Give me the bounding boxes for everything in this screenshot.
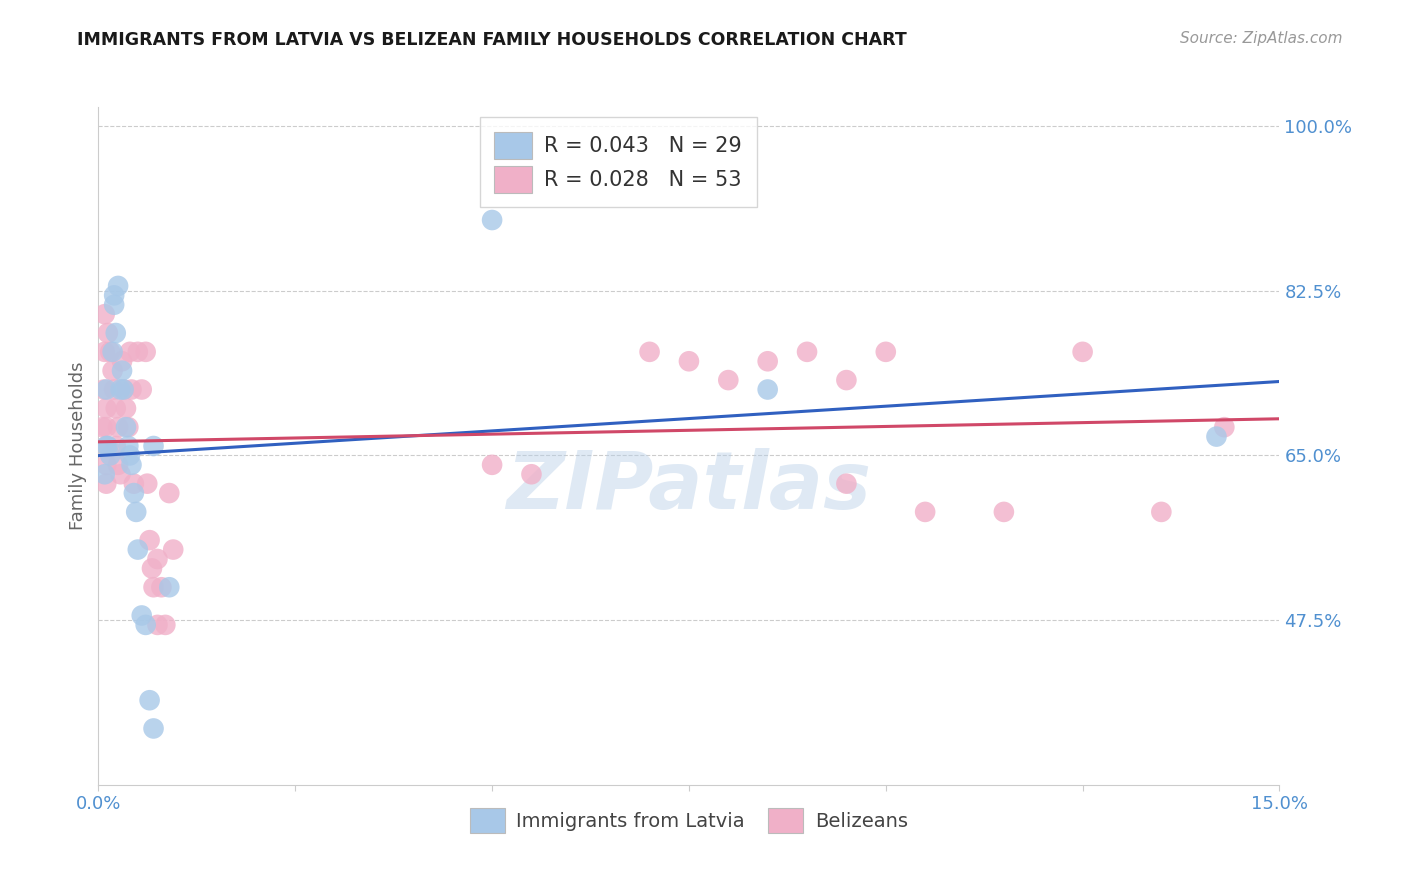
Point	[142, 439, 165, 453]
Point	[146, 552, 169, 566]
Point	[796, 344, 818, 359]
Point	[104, 439, 127, 453]
Point	[914, 505, 936, 519]
Point	[96, 420, 118, 434]
Point	[118, 449, 141, 463]
Point	[121, 458, 143, 472]
Point	[481, 213, 503, 227]
Text: IMMIGRANTS FROM LATVIA VS BELIZEAN FAMILY HOUSEHOLDS CORRELATION CHART: IMMIGRANTS FROM LATVIA VS BELIZEAN FAMIL…	[77, 31, 907, 49]
Point	[135, 344, 157, 359]
Point	[131, 608, 153, 623]
Point	[115, 401, 138, 416]
Point	[96, 476, 118, 491]
Point	[678, 354, 700, 368]
Point	[97, 326, 120, 340]
Point	[481, 458, 503, 472]
Point	[107, 458, 129, 472]
Point	[104, 401, 127, 416]
Point	[115, 420, 138, 434]
Point	[127, 542, 149, 557]
Point	[97, 439, 120, 453]
Point	[135, 618, 157, 632]
Point	[125, 505, 148, 519]
Point	[112, 383, 135, 397]
Point	[756, 383, 779, 397]
Point	[96, 383, 118, 397]
Point	[101, 364, 124, 378]
Point	[96, 458, 118, 472]
Point	[110, 383, 132, 397]
Point	[117, 420, 139, 434]
Point	[638, 344, 661, 359]
Point	[121, 383, 143, 397]
Point	[101, 344, 124, 359]
Point	[142, 580, 165, 594]
Legend: Immigrants from Latvia, Belizeans: Immigrants from Latvia, Belizeans	[460, 798, 918, 843]
Point	[122, 486, 145, 500]
Point	[103, 298, 125, 312]
Point	[1150, 505, 1173, 519]
Point	[91, 420, 114, 434]
Point	[93, 383, 115, 397]
Text: Source: ZipAtlas.com: Source: ZipAtlas.com	[1180, 31, 1343, 46]
Point	[1205, 429, 1227, 443]
Point	[93, 307, 115, 321]
Point	[157, 486, 180, 500]
Point	[138, 533, 160, 548]
Point	[1213, 420, 1236, 434]
Point	[162, 542, 184, 557]
Point	[136, 476, 159, 491]
Point	[98, 344, 121, 359]
Point	[756, 354, 779, 368]
Point	[142, 722, 165, 736]
Point	[155, 618, 177, 632]
Point	[520, 467, 543, 482]
Point	[96, 439, 118, 453]
Point	[103, 288, 125, 302]
Point	[112, 383, 135, 397]
Point	[122, 476, 145, 491]
Point	[118, 344, 141, 359]
Point	[98, 449, 121, 463]
Point	[157, 580, 180, 594]
Point	[111, 364, 134, 378]
Point	[127, 344, 149, 359]
Point	[717, 373, 740, 387]
Point	[96, 439, 118, 453]
Point	[96, 401, 118, 416]
Point	[111, 354, 134, 368]
Point	[141, 561, 163, 575]
Point	[993, 505, 1015, 519]
Point	[150, 580, 173, 594]
Point	[107, 279, 129, 293]
Point	[835, 373, 858, 387]
Point	[93, 344, 115, 359]
Point	[107, 420, 129, 434]
Point	[131, 383, 153, 397]
Point	[117, 439, 139, 453]
Point	[146, 618, 169, 632]
Point	[875, 344, 897, 359]
Point	[93, 467, 115, 482]
Text: ZIPatlas: ZIPatlas	[506, 448, 872, 525]
Point	[103, 383, 125, 397]
Point	[110, 467, 132, 482]
Point	[1071, 344, 1094, 359]
Point	[104, 326, 127, 340]
Y-axis label: Family Households: Family Households	[69, 362, 87, 530]
Point	[138, 693, 160, 707]
Point	[835, 476, 858, 491]
